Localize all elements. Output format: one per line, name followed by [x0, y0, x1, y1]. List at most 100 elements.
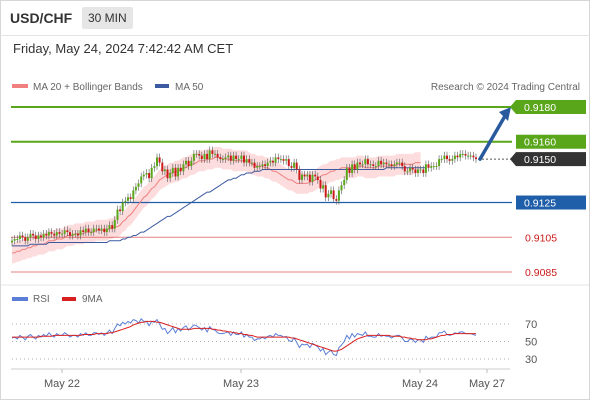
candle-body: [253, 162, 256, 168]
candle-body: [171, 167, 174, 173]
candle-body: [203, 153, 206, 160]
candle-body: [290, 166, 293, 168]
candle-body: [440, 159, 443, 161]
symbol-title: USD/CHF: [10, 10, 73, 26]
candle-body: [47, 232, 50, 236]
candle-body: [229, 155, 232, 161]
candle-body: [45, 233, 48, 236]
candle-body: [446, 155, 448, 160]
candle-body: [29, 233, 32, 238]
x-tick-label: May 22: [44, 378, 80, 390]
candle-body: [42, 233, 45, 238]
candle-body: [322, 185, 325, 189]
x-tick-label: May 23: [223, 378, 259, 390]
timeframe-button[interactable]: 30 MIN: [82, 7, 133, 29]
candle-body: [424, 164, 427, 173]
candle-body: [364, 159, 367, 165]
candle-body: [308, 174, 311, 182]
x-tick-label: May 24: [402, 378, 438, 390]
candle-body: [129, 197, 132, 199]
candle-body: [187, 160, 190, 166]
candle-body: [293, 162, 296, 168]
candle-body: [134, 186, 137, 191]
level-tag-0.9160: [516, 134, 586, 149]
candle-body: [343, 179, 346, 186]
candle-body: [277, 157, 280, 160]
candle-body: [174, 167, 177, 177]
candle-body: [224, 157, 227, 160]
candle-body: [156, 157, 158, 167]
ma50-legend-swatch: [155, 84, 169, 88]
forecast-arrow-layer: [478, 107, 511, 161]
candle-body: [414, 169, 417, 173]
candle-body: [285, 159, 288, 161]
candle-body: [306, 174, 309, 177]
rsi-line: [11, 318, 477, 357]
candle-body: [464, 153, 467, 156]
rsi-legend-swatch: [12, 297, 28, 301]
candle-body: [195, 153, 198, 155]
candle-body: [92, 228, 95, 233]
level-tag-0.9150: [516, 152, 586, 167]
candle-body: [166, 169, 169, 179]
rsi-tick-30: 30: [525, 354, 537, 366]
level-label-0.9160: 0.9160: [524, 137, 556, 149]
candle-body: [198, 153, 201, 156]
candle-body: [145, 173, 148, 175]
timestamp: Friday, May 24, 2024 7:42:42 AM CET: [13, 41, 234, 56]
candle-body: [235, 155, 238, 160]
candle-body: [243, 155, 245, 163]
candle-body: [330, 190, 332, 194]
candle-body: [206, 153, 209, 160]
candle-body: [345, 167, 348, 180]
candle-body: [119, 209, 122, 212]
level-labels-layer: 0.9180 0.9160 0.9150 0.9125 0.9105 0.9085: [510, 100, 586, 279]
candle-body: [111, 225, 114, 229]
candle-body: [55, 232, 58, 236]
candle-body: [417, 169, 419, 173]
candles-layer: [11, 146, 477, 247]
candle-body: [116, 209, 119, 220]
rsi-ma-legend-swatch: [62, 297, 76, 301]
forecast-arrow-head: [499, 107, 511, 121]
candle-body: [192, 153, 195, 161]
candle-body: [461, 153, 464, 155]
candle-body: [63, 230, 66, 234]
level-label-0.9105: 0.9105: [525, 232, 557, 244]
candle-body: [269, 160, 272, 163]
candle-body: [50, 232, 53, 234]
level-label-0.9150: 0.9150: [524, 154, 556, 166]
candle-body: [340, 185, 343, 191]
candle-body: [401, 162, 404, 167]
candle-body: [98, 228, 100, 231]
candle-body: [137, 183, 140, 187]
candle-body: [153, 166, 156, 168]
candle-body: [372, 164, 375, 166]
candle-body: [287, 159, 290, 166]
candle-body: [37, 235, 40, 239]
candle-body: [76, 233, 79, 236]
candle-body: [211, 150, 214, 154]
candle-body: [219, 157, 222, 160]
candle-body: [26, 237, 29, 241]
candle-body: [395, 162, 398, 165]
candle-body: [316, 176, 319, 180]
candle-body: [266, 162, 269, 167]
candle-body: [150, 167, 153, 179]
candle-body: [380, 160, 383, 165]
candle-body: [467, 155, 470, 157]
candle-body: [337, 190, 340, 201]
candle-body: [314, 174, 317, 177]
candle-body: [105, 228, 108, 233]
candle-body: [274, 157, 277, 163]
candle-body: [250, 162, 253, 164]
candle-body: [456, 155, 459, 158]
candle-body: [382, 162, 385, 165]
candle-body: [148, 173, 151, 179]
candle-body: [185, 160, 187, 165]
candle-body: [182, 164, 185, 172]
candle-body: [377, 160, 380, 166]
candle-body: [169, 173, 172, 179]
candle-body: [430, 166, 433, 168]
candle-body: [161, 162, 164, 172]
